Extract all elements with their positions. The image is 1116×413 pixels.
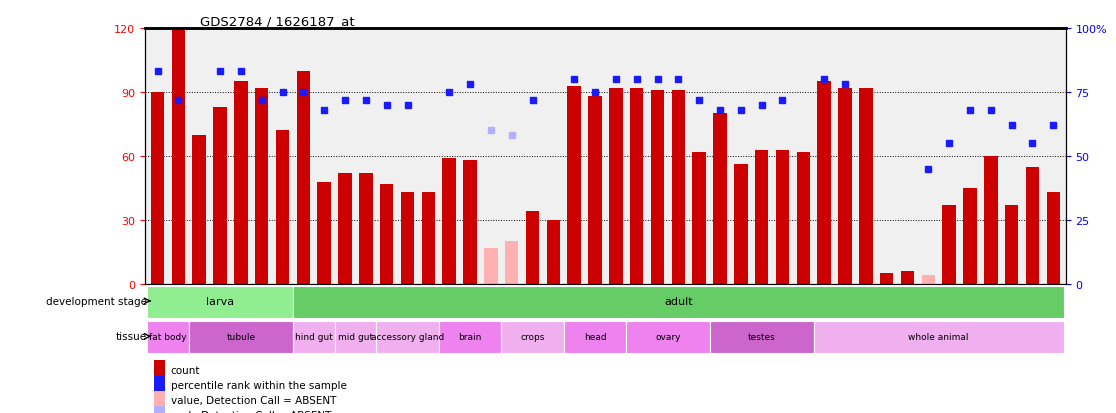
Text: percentile rank within the sample: percentile rank within the sample — [171, 380, 347, 390]
Bar — [379, 184, 394, 284]
Text: larva: larva — [206, 296, 234, 306]
Bar — [317, 182, 331, 284]
Text: hind gut: hind gut — [295, 332, 333, 341]
Bar — [147, 286, 294, 318]
Text: head: head — [584, 332, 606, 341]
Bar — [814, 321, 1064, 353]
Bar — [154, 391, 165, 410]
Bar — [1004, 206, 1019, 284]
Bar — [629, 88, 644, 284]
Bar — [1026, 167, 1039, 284]
Bar — [838, 88, 852, 284]
Bar — [484, 248, 498, 284]
Bar — [901, 271, 914, 284]
Text: brain: brain — [459, 332, 482, 341]
Bar — [776, 150, 789, 284]
Bar — [422, 193, 435, 284]
Text: GDS2784 / 1626187_at: GDS2784 / 1626187_at — [201, 15, 355, 28]
Bar — [359, 173, 373, 284]
Bar — [376, 321, 439, 353]
Bar — [294, 321, 335, 353]
Bar — [651, 90, 664, 284]
Bar — [147, 321, 189, 353]
Text: testes: testes — [748, 332, 776, 341]
Bar — [626, 321, 710, 353]
Bar — [335, 321, 376, 353]
Bar — [442, 159, 456, 284]
Bar — [234, 82, 248, 284]
Text: value, Detection Call = ABSENT: value, Detection Call = ABSENT — [171, 395, 336, 405]
Bar — [609, 88, 623, 284]
Bar — [297, 71, 310, 284]
Text: whole animal: whole animal — [908, 332, 969, 341]
Bar — [154, 361, 165, 380]
Bar — [294, 286, 1064, 318]
Text: adult: adult — [664, 296, 693, 306]
Bar — [526, 212, 539, 284]
Bar — [922, 275, 935, 284]
Text: count: count — [171, 365, 201, 375]
Bar — [564, 321, 626, 353]
Text: ovary: ovary — [655, 332, 681, 341]
Bar — [276, 131, 289, 284]
Bar — [710, 321, 814, 353]
Bar — [588, 97, 602, 284]
Bar — [567, 86, 581, 284]
Bar — [984, 157, 998, 284]
Bar — [504, 242, 519, 284]
Text: rank, Detection Call = ABSENT: rank, Detection Call = ABSENT — [171, 411, 331, 413]
Bar — [213, 108, 227, 284]
Bar — [672, 90, 685, 284]
Bar — [754, 150, 769, 284]
Bar — [713, 114, 727, 284]
Bar — [879, 273, 894, 284]
Bar — [154, 406, 165, 413]
Bar — [1047, 193, 1060, 284]
Text: mid gut: mid gut — [338, 332, 373, 341]
Text: tissue: tissue — [116, 332, 147, 342]
Text: development stage: development stage — [46, 296, 147, 306]
Bar — [692, 152, 706, 284]
Bar — [401, 193, 414, 284]
Bar — [338, 173, 352, 284]
Bar — [463, 161, 477, 284]
Bar — [172, 29, 185, 284]
Text: crops: crops — [520, 332, 545, 341]
Bar — [859, 88, 873, 284]
Text: fat body: fat body — [150, 332, 186, 341]
Bar — [151, 93, 164, 284]
Text: tubule: tubule — [227, 332, 256, 341]
Bar — [189, 321, 294, 353]
Bar — [817, 82, 831, 284]
Bar — [501, 321, 564, 353]
Bar — [439, 321, 501, 353]
Bar — [942, 206, 956, 284]
Bar — [154, 376, 165, 394]
Bar — [963, 188, 976, 284]
Bar — [797, 152, 810, 284]
Bar — [547, 221, 560, 284]
Bar — [254, 88, 269, 284]
Bar — [734, 165, 748, 284]
Bar — [192, 135, 206, 284]
Text: accessory gland: accessory gland — [371, 332, 444, 341]
